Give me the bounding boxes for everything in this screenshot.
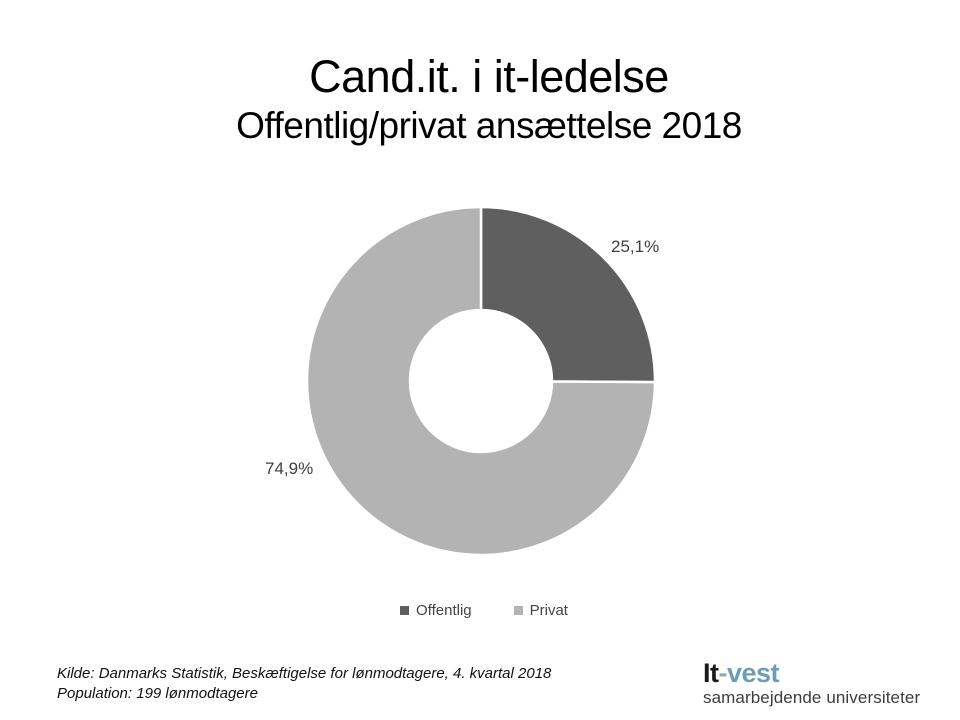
slice-value-label-privat: 74,9% (265, 459, 314, 478)
page-subtitle: Offentlig/privat ansættelse 2018 (236, 105, 742, 146)
legend-item-label: Privat (529, 602, 568, 619)
itvest-logo-wordmark: It-vest (703, 659, 920, 687)
source-note: Kilde: Danmarks Statistik, Beskæftigelse… (57, 664, 551, 704)
donut-slices (305, 205, 657, 557)
legend-swatch-icon (513, 606, 523, 615)
page-title: Cand.it. i it-ledelse (309, 51, 669, 102)
slice-value-label-offentlig: 25,1% (611, 237, 660, 256)
chart-legend: Offentlig Privat (4, 602, 960, 619)
logo-text-hyphen: - (718, 658, 728, 688)
legend-item-privat: Privat (513, 602, 568, 619)
legend-swatch-icon (400, 606, 410, 615)
source-line-1: Kilde: Danmarks Statistik, Beskæftigelse… (57, 665, 552, 682)
pie-slice-offentlig (479, 205, 657, 384)
pie-slice-privat (305, 205, 657, 557)
source-line-2: Population: 199 lønmodtagere (57, 685, 258, 702)
logo-text-it: It (703, 658, 719, 688)
legend-item-label: Offentlig (416, 602, 472, 619)
legend-item-offentlig: Offentlig (400, 602, 472, 619)
slide-heading: Cand.it. i it-ledelse Offentlig/privat a… (9, 50, 960, 148)
logo-text-vest: vest (727, 658, 780, 688)
itvest-logo: It-vest samarbejdende universiteter (703, 659, 920, 707)
itvest-logo-tagline: samarbejdende universiteter (703, 688, 921, 707)
